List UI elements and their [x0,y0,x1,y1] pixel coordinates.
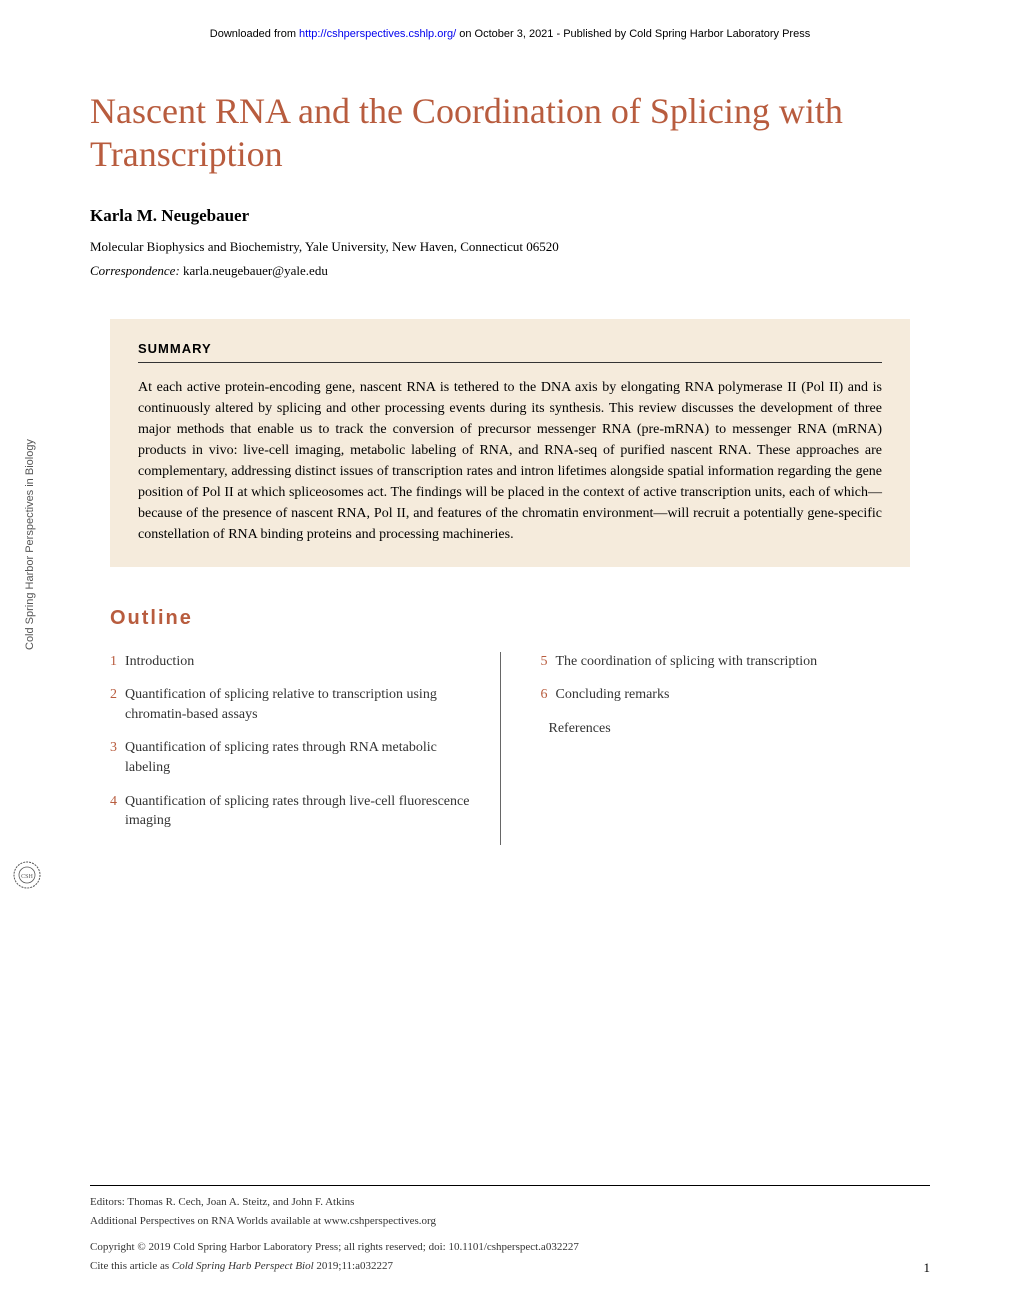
outline-item-text: References [549,719,611,739]
outline-column-left: 1 Introduction 2 Quantification of splic… [110,652,501,845]
correspondence-email[interactable]: karla.neugebauer@yale.edu [183,263,328,278]
outline-item-text: Quantification of splicing rates through… [125,738,480,777]
outline-item-text: Quantification of splicing rates through… [125,792,480,831]
download-banner: Downloaded from http://cshperspectives.c… [0,0,1020,40]
outline-number: 3 [110,738,117,777]
outline-item-text: Concluding remarks [556,685,670,705]
outline-item: 6 Concluding remarks [541,685,911,705]
outline-item: 4 Quantification of splicing rates throu… [110,792,480,831]
banner-url[interactable]: http://cshperspectives.cshlp.org/ [299,28,456,40]
footer-additional: Additional Perspectives on RNA Worlds av… [90,1213,930,1230]
outline-item: 3 Quantification of splicing rates throu… [110,738,480,777]
outline-columns: 1 Introduction 2 Quantification of splic… [110,652,910,845]
outline-item-text: Introduction [125,652,194,672]
outline-number: 6 [541,685,548,705]
outline-number: 5 [541,652,548,672]
correspondence-label: Correspondence: [90,263,180,278]
outline-number: 2 [110,685,117,724]
footer-editors: Editors: Thomas R. Cech, Joan A. Steitz,… [90,1194,930,1211]
outline-item: 5 The coordination of splicing with tran… [541,652,911,672]
outline-number: 4 [110,792,117,831]
citation-prefix: Cite this article as [90,1260,172,1272]
outline-section: Outline 1 Introduction 2 Quantification … [110,607,910,845]
correspondence: Correspondence: karla.neugebauer@yale.ed… [90,263,930,279]
outline-heading: Outline [110,607,910,630]
summary-box: SUMMARY At each active protein-encoding … [110,319,910,567]
summary-text: At each active protein-encoding gene, na… [138,377,882,545]
outline-column-right: 5 The coordination of splicing with tran… [541,652,911,845]
outline-item: References [541,719,911,739]
summary-heading: SUMMARY [138,341,882,363]
page-footer: Editors: Thomas R. Cech, Joan A. Steitz,… [90,1185,930,1276]
banner-prefix: Downloaded from [210,28,299,40]
citation-suffix: 2019;11:a032227 [314,1260,393,1272]
footer-copyright: Copyright © 2019 Cold Spring Harbor Labo… [90,1239,930,1256]
citation-journal: Cold Spring Harb Perspect Biol [172,1260,314,1272]
author-affiliation: Molecular Biophysics and Biochemistry, Y… [90,238,930,256]
page-content: Nascent RNA and the Coordination of Spli… [0,40,1020,845]
outline-item: 2 Quantification of splicing relative to… [110,685,480,724]
page-number: 1 [924,1260,931,1276]
publisher-logo-icon: CSH [12,860,42,890]
outline-number: 1 [110,652,117,672]
outline-item-text: Quantification of splicing relative to t… [125,685,480,724]
svg-text:CSH: CSH [21,874,33,880]
outline-item: 1 Introduction [110,652,480,672]
author-name: Karla M. Neugebauer [90,206,930,226]
footer-rule [90,1185,930,1186]
footer-citation: Cite this article as Cold Spring Harb Pe… [90,1258,930,1275]
article-title: Nascent RNA and the Coordination of Spli… [90,90,930,176]
banner-suffix: on October 3, 2021 - Published by Cold S… [456,28,810,40]
outline-item-text: The coordination of splicing with transc… [556,652,818,672]
